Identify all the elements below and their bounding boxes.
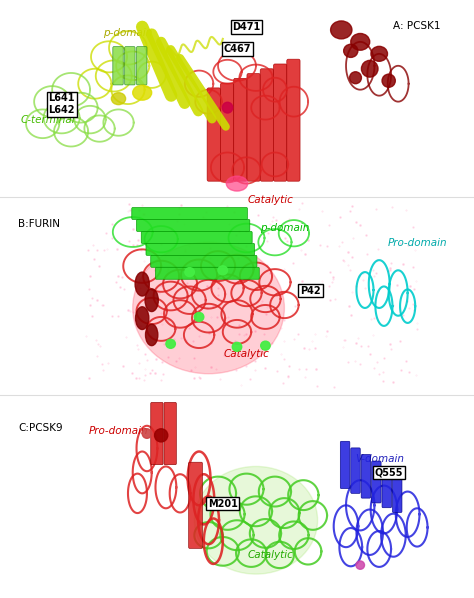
- Ellipse shape: [111, 93, 126, 105]
- Text: L641
L642: L641 L642: [48, 93, 75, 115]
- Ellipse shape: [330, 21, 352, 39]
- Text: Pro-domain: Pro-domain: [387, 239, 447, 248]
- FancyBboxPatch shape: [132, 208, 247, 219]
- FancyBboxPatch shape: [392, 474, 402, 512]
- FancyBboxPatch shape: [247, 74, 260, 181]
- Ellipse shape: [146, 324, 158, 346]
- Ellipse shape: [218, 266, 228, 275]
- FancyBboxPatch shape: [372, 461, 381, 503]
- Ellipse shape: [356, 561, 365, 569]
- FancyBboxPatch shape: [220, 83, 234, 181]
- Ellipse shape: [142, 429, 152, 438]
- Ellipse shape: [194, 466, 318, 574]
- Text: Q555: Q555: [374, 468, 403, 477]
- FancyBboxPatch shape: [260, 69, 273, 181]
- Text: p-domain: p-domain: [260, 224, 309, 233]
- FancyBboxPatch shape: [155, 267, 259, 279]
- Ellipse shape: [371, 46, 388, 61]
- Text: Catalytic: Catalytic: [224, 349, 269, 359]
- Ellipse shape: [351, 33, 370, 50]
- FancyBboxPatch shape: [125, 47, 135, 85]
- FancyBboxPatch shape: [141, 231, 252, 243]
- Text: A: PCSK1: A: PCSK1: [393, 21, 441, 31]
- Text: C-terminal: C-terminal: [20, 115, 75, 124]
- FancyBboxPatch shape: [146, 243, 255, 255]
- Text: D471: D471: [232, 22, 261, 32]
- Text: P42: P42: [300, 286, 321, 295]
- FancyBboxPatch shape: [164, 402, 176, 465]
- FancyBboxPatch shape: [137, 47, 147, 85]
- FancyBboxPatch shape: [382, 468, 392, 508]
- Ellipse shape: [382, 74, 395, 87]
- Ellipse shape: [166, 339, 175, 348]
- Ellipse shape: [155, 429, 168, 442]
- Ellipse shape: [227, 176, 247, 191]
- FancyBboxPatch shape: [340, 441, 350, 489]
- FancyBboxPatch shape: [273, 64, 287, 181]
- Ellipse shape: [361, 60, 378, 77]
- FancyBboxPatch shape: [361, 454, 371, 498]
- FancyBboxPatch shape: [287, 59, 300, 181]
- Text: M201: M201: [208, 499, 238, 508]
- FancyBboxPatch shape: [113, 47, 123, 85]
- FancyBboxPatch shape: [351, 448, 360, 493]
- FancyBboxPatch shape: [137, 219, 250, 231]
- FancyBboxPatch shape: [151, 402, 163, 465]
- Text: Catalytic: Catalytic: [247, 550, 293, 560]
- Ellipse shape: [349, 72, 361, 84]
- Ellipse shape: [136, 307, 149, 329]
- FancyBboxPatch shape: [207, 88, 220, 181]
- Ellipse shape: [194, 312, 204, 322]
- Ellipse shape: [185, 267, 194, 277]
- Text: B:FURIN: B:FURIN: [18, 219, 60, 229]
- Text: Pro-domain: Pro-domain: [89, 426, 148, 435]
- Text: Catalytic: Catalytic: [247, 196, 293, 205]
- Ellipse shape: [222, 102, 233, 113]
- Ellipse shape: [344, 44, 358, 57]
- Text: C467: C467: [223, 44, 251, 54]
- FancyBboxPatch shape: [234, 78, 247, 181]
- Text: V-domain: V-domain: [355, 454, 404, 464]
- Ellipse shape: [133, 242, 284, 374]
- Text: p-domain: p-domain: [103, 28, 153, 38]
- Ellipse shape: [145, 289, 158, 312]
- Ellipse shape: [135, 272, 149, 296]
- Ellipse shape: [133, 85, 152, 100]
- Text: C:PCSK9: C:PCSK9: [18, 423, 63, 432]
- FancyBboxPatch shape: [189, 462, 202, 548]
- FancyBboxPatch shape: [151, 255, 257, 267]
- Ellipse shape: [232, 342, 242, 352]
- Ellipse shape: [261, 341, 270, 350]
